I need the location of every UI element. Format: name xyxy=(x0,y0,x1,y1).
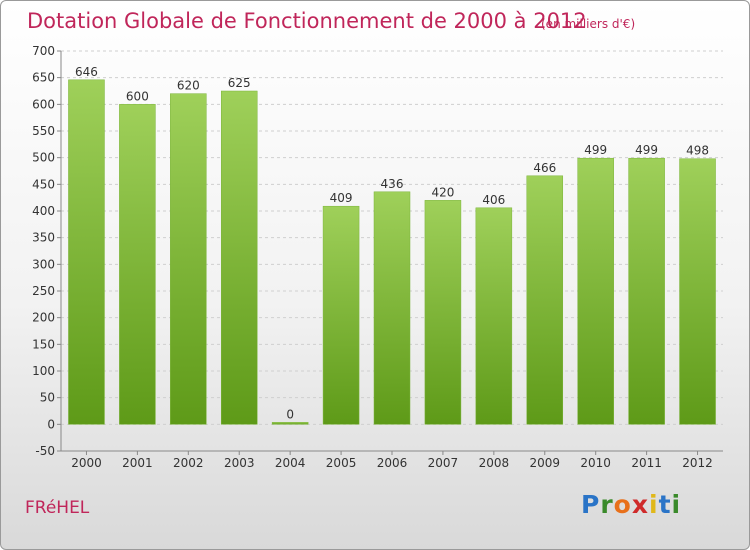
data-label-2011: 499 xyxy=(635,143,658,157)
y-tick-label: 450 xyxy=(32,177,55,191)
data-label-2009: 466 xyxy=(533,161,556,175)
x-tick-label: 2007 xyxy=(428,456,459,470)
chart-title: Dotation Globale de Fonctionnement de 20… xyxy=(27,9,587,33)
proxiti-logo: Proxiti xyxy=(581,490,681,519)
y-tick-label: 300 xyxy=(32,257,55,271)
logo-letter: r xyxy=(600,490,614,519)
data-label-2004: 0 xyxy=(286,407,294,421)
data-label-2010: 499 xyxy=(584,143,607,157)
y-tick-label: 200 xyxy=(32,311,55,325)
data-label-2003: 625 xyxy=(228,76,251,90)
x-tick-label: 2008 xyxy=(479,456,510,470)
bar-2005 xyxy=(322,205,360,425)
labels: -50 0 50 100 150 200 250 300 350 400 450 500 550 600 6… xyxy=(32,44,713,470)
y-tick-label: 600 xyxy=(32,97,55,111)
bar-2003 xyxy=(220,90,258,425)
chart-subtitle: (en milliers d'€) xyxy=(541,17,636,31)
y-tick-label: 550 xyxy=(32,124,55,138)
y-tick-label: 350 xyxy=(32,231,55,245)
y-tick-label: 50 xyxy=(40,391,55,405)
bar-2002 xyxy=(170,93,207,425)
data-label-2002: 620 xyxy=(177,79,200,93)
x-tick-label: 2009 xyxy=(529,456,560,470)
commune-name: FRéHEL xyxy=(25,498,90,518)
y-tick-label: 0 xyxy=(47,417,55,431)
x-tick-label: 2002 xyxy=(173,456,204,470)
y-tick-label: 500 xyxy=(32,151,55,165)
y-tick-label: -50 xyxy=(35,444,55,458)
data-label-2012: 498 xyxy=(686,144,709,158)
bar-2000 xyxy=(68,79,105,425)
axes xyxy=(57,50,723,455)
x-tick-label: 2012 xyxy=(682,456,713,470)
x-tick-label: 2000 xyxy=(71,456,102,470)
y-tick-label: 650 xyxy=(32,71,55,85)
bar-2011 xyxy=(628,157,665,425)
x-tick-label: 2011 xyxy=(631,456,662,470)
data-label-2008: 406 xyxy=(482,193,505,207)
bar-2009 xyxy=(526,175,564,425)
x-tick-label: 2001 xyxy=(122,456,153,470)
x-tick-label: 2005 xyxy=(326,456,357,470)
x-tick-label: 2006 xyxy=(377,456,408,470)
data-label-2007: 420 xyxy=(431,185,454,199)
logo-letter: i xyxy=(671,490,682,519)
x-tick-label: 2004 xyxy=(275,456,306,470)
y-tick-label: 150 xyxy=(32,337,55,351)
y-tick-label: 250 xyxy=(32,284,55,298)
bar-2010 xyxy=(577,157,614,425)
x-tick-label: 2003 xyxy=(224,456,255,470)
data-label-2006: 436 xyxy=(381,177,404,191)
logo-letter: P xyxy=(581,490,601,519)
bar-2006 xyxy=(373,191,411,425)
bar-2007 xyxy=(424,200,462,425)
logo-letter: o xyxy=(613,490,632,519)
bar-2004 xyxy=(271,422,309,425)
logo-letter: t xyxy=(658,490,672,519)
bar-2012 xyxy=(679,158,716,425)
data-label-2001: 600 xyxy=(126,89,149,103)
x-tick-label: 2010 xyxy=(580,456,611,470)
logo-letter: i xyxy=(649,490,659,519)
y-tick-label: 700 xyxy=(32,44,55,58)
bars xyxy=(68,79,716,425)
bar-2001 xyxy=(119,104,156,425)
data-label-2005: 409 xyxy=(330,191,353,205)
bar-2008 xyxy=(475,207,513,425)
data-label-2000: 646 xyxy=(75,65,98,79)
logo-letter: x xyxy=(631,490,649,519)
y-tick-label: 400 xyxy=(32,204,55,218)
y-tick-label: 100 xyxy=(32,364,55,378)
